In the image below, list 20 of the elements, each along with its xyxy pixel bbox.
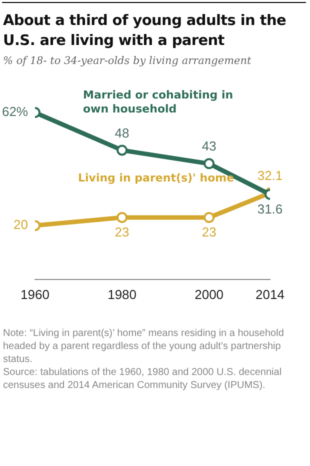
data-label: 31.6 <box>257 201 283 216</box>
point <box>204 212 215 223</box>
series-label: Married or cohabiting in own household <box>83 88 234 116</box>
point <box>116 212 128 223</box>
data-label: 32.1 <box>257 168 283 184</box>
chart-title: About a third of young adults in the U.S. are living with a parent <box>3 12 288 51</box>
x-tick-label: 1980 <box>108 286 136 302</box>
data-label: 43 <box>202 138 216 154</box>
chart-subtitle: % of 18- to 34-year-olds by living arrangement <box>3 55 252 67</box>
source-note: Source: tabulations of the 1960, 1980 and 2000 U.S. decennial censuses and 2014 American Community Survey (IPUMS). <box>3 366 283 392</box>
data-label: 48 <box>114 125 130 140</box>
data-label: 20 <box>14 217 28 232</box>
x-tick-label: 2014 <box>256 286 284 302</box>
x-tick-label: 1960 <box>20 286 50 302</box>
data-label: 62% <box>2 104 28 120</box>
series-label: Living in parent(s)' home <box>78 171 234 184</box>
data-label: 23 <box>114 224 130 240</box>
data-label: 23 <box>202 224 216 240</box>
x-tick-label: 2000 <box>194 286 224 302</box>
text: Note: “Living in parent(s)’ home” means residing in a household headed by a parent regardless of the young adult’s partnership status. <box>3 327 285 366</box>
